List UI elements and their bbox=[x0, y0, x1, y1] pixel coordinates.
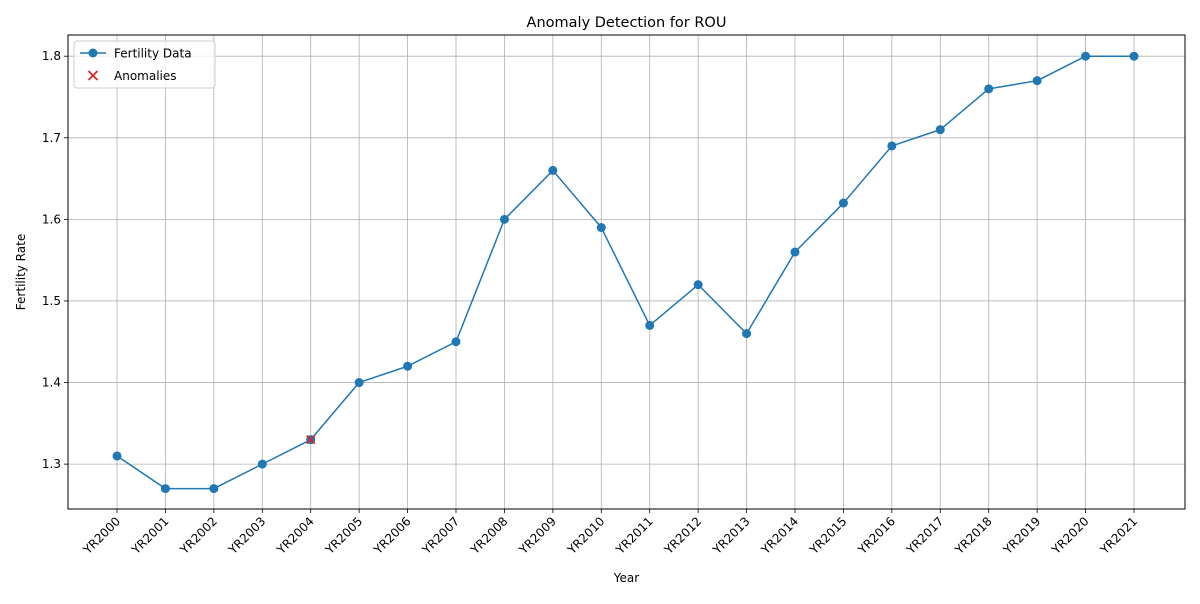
data-point-fertility bbox=[1032, 76, 1042, 86]
legend-fertility-marker-icon bbox=[88, 48, 98, 58]
data-point-fertility bbox=[499, 214, 509, 224]
data-point-fertility bbox=[887, 141, 897, 151]
plot-area-frame bbox=[67, 34, 1186, 510]
series-line-fertility bbox=[116, 55, 1134, 490]
data-point-fertility bbox=[693, 280, 703, 290]
data-point-fertility bbox=[451, 337, 461, 347]
y-tick-label: 1.8 bbox=[42, 49, 61, 63]
x-axis-label: Year bbox=[613, 571, 639, 585]
data-point-fertility bbox=[790, 247, 800, 257]
data-point-fertility bbox=[548, 165, 558, 175]
legend-fertility-label: Fertility Data bbox=[114, 47, 192, 61]
data-point-fertility bbox=[257, 459, 267, 469]
y-tick-label: 1.3 bbox=[42, 457, 61, 471]
data-point-fertility bbox=[160, 484, 170, 494]
legend: Fertility Data Anomalies bbox=[73, 40, 216, 89]
data-point-fertility bbox=[838, 198, 848, 208]
data-point-fertility bbox=[112, 451, 122, 461]
data-point-fertility bbox=[209, 484, 219, 494]
y-tick-label: 1.7 bbox=[42, 131, 61, 145]
data-point-fertility bbox=[596, 223, 606, 233]
data-point-fertility bbox=[1081, 51, 1091, 61]
legend-anomalies-label: Anomalies bbox=[114, 69, 177, 83]
y-axis-label: Fertility Rate bbox=[14, 234, 28, 310]
anomaly-marker bbox=[306, 435, 316, 445]
y-tick-label: 1.5 bbox=[42, 294, 61, 308]
data-point-fertility bbox=[984, 84, 994, 94]
data-point-fertility bbox=[935, 125, 945, 135]
y-tick-label: 1.6 bbox=[42, 212, 61, 226]
data-point-fertility bbox=[645, 320, 655, 330]
chart-title: Anomaly Detection for ROU bbox=[527, 15, 727, 31]
data-point-fertility bbox=[1129, 51, 1139, 61]
legend-anomaly-x-icon bbox=[87, 70, 99, 81]
data-point-fertility bbox=[403, 361, 413, 371]
y-tick-label: 1.4 bbox=[42, 376, 61, 390]
data-point-fertility bbox=[742, 329, 752, 339]
data-point-fertility bbox=[354, 378, 364, 388]
legend-box bbox=[73, 40, 216, 89]
